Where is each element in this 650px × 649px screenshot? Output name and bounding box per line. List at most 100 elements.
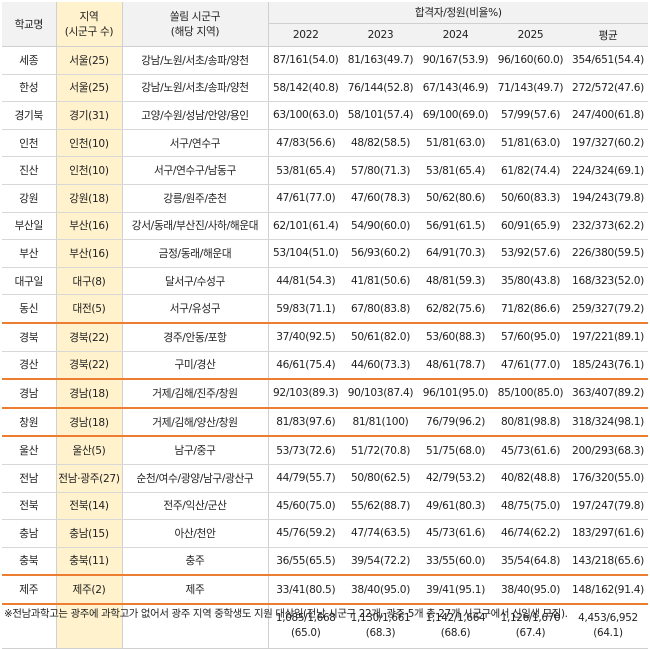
school-cell: 한성: [2, 74, 56, 103]
year-value-cell: 60/91(65.9): [493, 212, 568, 241]
year-value-cell: 48/61(78.7): [418, 351, 493, 381]
region-cell: 경남(18): [55, 407, 122, 438]
year-value-cell: 76/144(52.8): [343, 74, 418, 103]
year-value-cell: 71/82(86.6): [493, 294, 568, 324]
year-value-cell: 38/40(95.0): [343, 575, 418, 605]
school-cell: 부산: [2, 239, 56, 268]
table-row: 울산 울산(5) 남구/중구 53/73(72.6) 51/72(70.8) 51/75(…: [2, 436, 649, 465]
year-value-cell: 90/167(53.9): [418, 46, 493, 75]
year-value-cell: 69/100(69.0): [418, 101, 493, 130]
year-value-cell: 39/41(95.1): [418, 575, 493, 605]
table-row: 동신 대전(5) 서구/유성구 59/83(71.1) 67/80(83.8) 62/82…: [2, 294, 649, 324]
year-value-cell: 76/79(96.2): [418, 407, 493, 438]
header-average: 평균: [568, 23, 649, 47]
year-value-cell: 47/83(56.6): [267, 129, 343, 158]
year-value-cell: 58/142(40.8): [267, 74, 343, 103]
year-value-cell: 37/40(92.5): [267, 322, 343, 352]
year-value-cell: 58/101(57.4): [343, 101, 418, 130]
year-value-cell: 61/82(74.4): [493, 156, 568, 185]
school-cell: 경북: [2, 322, 56, 352]
year-value-cell: 53/81(65.4): [267, 156, 343, 185]
table-row: 충남 충남(15) 아산/천안 45/76(59.2) 47/74(63.5) 45/73…: [2, 519, 649, 548]
average-cell: 185/243(76.1): [568, 351, 649, 381]
year-value-cell: 51/75(68.0): [418, 436, 493, 465]
year-value-cell: 64/91(70.3): [418, 239, 493, 268]
year-value-cell: 47/61(77.0): [493, 351, 568, 381]
table-row: 강원 강원(18) 강릉/원주/춘천 47/61(77.0) 47/60(78.3) 50…: [2, 184, 649, 213]
footnote: ※전남과학고는 광주에 과학고가 없어서 광주 지역 중학생도 지원 대상임(전…: [4, 608, 568, 620]
table-row: 창원 경남(18) 거제/김해/양산/창원 81/83(97.6) 81/81(100)…: [2, 407, 649, 438]
average-cell: 318/324(98.1): [568, 407, 649, 438]
average-cell: 197/247(79.8): [568, 492, 649, 521]
year-value-cell: 62/82(75.6): [418, 294, 493, 324]
coverage-cell: 서구/연수구/남동구: [121, 156, 268, 185]
year-value-cell: 47/74(63.5): [343, 519, 418, 548]
header-school: 학교명: [2, 2, 56, 47]
year-value-cell: 62/101(61.4): [267, 212, 343, 241]
coverage-cell: 제주: [121, 575, 268, 605]
table-row: 부산일 부산(16) 강서/동래/부산진/사하/해운대 62/101(61.4) 54/…: [2, 212, 649, 241]
average-cell: 272/572(47.6): [568, 74, 649, 103]
school-cell: 경남: [2, 379, 56, 409]
year-value-cell: 92/103(89.3): [267, 379, 343, 409]
average-cell: 176/320(55.0): [568, 464, 649, 493]
year-value-cell: 50/62(80.6): [418, 184, 493, 213]
year-value-cell: 50/61(82.0): [343, 322, 418, 352]
school-cell: 강원: [2, 184, 56, 213]
year-value-cell: 71/143(49.7): [493, 74, 568, 103]
year-value-cell: 80/81(98.8): [493, 407, 568, 438]
region-cell: 경북(22): [55, 351, 122, 381]
coverage-cell: 거제/김해/양산/창원: [121, 407, 268, 438]
school-cell: 진산: [2, 156, 56, 185]
region-cell: 부산(16): [55, 212, 122, 241]
year-value-cell: 51/81(63.0): [493, 129, 568, 158]
header-year: 2023: [343, 23, 418, 47]
table-row: 경북 경북(22) 경주/안동/포항 37/40(92.5) 50/61(82.0) 53…: [2, 322, 649, 352]
table-header: 학교명 지역 (시군구 수) 쏠림 시군구 (해당 지역) 합격자/정원(비율%) …: [2, 2, 649, 47]
school-cell: 제주: [2, 575, 56, 605]
average-cell: 168/323(52.0): [568, 267, 649, 296]
coverage-cell: 경주/안동/포항: [121, 322, 268, 352]
region-cell: 울산(5): [55, 436, 122, 465]
year-value-cell: 81/83(97.6): [267, 407, 343, 438]
region-cell: 제주(2): [55, 575, 122, 605]
year-value-cell: 85/100(85.0): [493, 379, 568, 409]
region-cell: 전북(14): [55, 492, 122, 521]
table-row: 경산 경북(22) 구미/경산 46/61(75.4) 44/60(73.3) 48/61…: [2, 351, 649, 381]
average-cell: 232/373(62.2): [568, 212, 649, 241]
table-row: 인천 인천(10) 서구/연수구 47/83(56.6) 48/82(58.5) 51/8…: [2, 129, 649, 158]
coverage-cell: 서구/연수구: [121, 129, 268, 158]
header-coverage: 쏠림 시군구 (해당 지역): [121, 2, 268, 47]
school-cell: 충남: [2, 519, 56, 548]
year-value-cell: 50/60(83.3): [493, 184, 568, 213]
header-group: 합격자/정원(비율%): [267, 2, 649, 24]
average-cell: 197/327(60.2): [568, 129, 649, 158]
year-value-cell: 67/143(46.9): [418, 74, 493, 103]
year-value-cell: 50/80(62.5): [343, 464, 418, 493]
year-value-cell: 54/90(60.0): [343, 212, 418, 241]
year-value-cell: 33/41(80.5): [267, 575, 343, 605]
region-cell: 경기(31): [55, 101, 122, 130]
coverage-cell: 서구/유성구: [121, 294, 268, 324]
average-cell: 259/327(79.2): [568, 294, 649, 324]
year-value-cell: 45/73(61.6): [418, 519, 493, 548]
year-value-cell: 51/81(63.0): [418, 129, 493, 158]
average-cell: 194/243(79.8): [568, 184, 649, 213]
coverage-cell: 순천/여수/광양/남구/광산구: [121, 464, 268, 493]
header-year: 2025: [493, 23, 568, 47]
coverage-cell: 금정/동래/해운대: [121, 239, 268, 268]
school-cell: 충북: [2, 547, 56, 577]
year-value-cell: 49/61(80.3): [418, 492, 493, 521]
header-year: 2024: [418, 23, 493, 47]
year-value-cell: 56/93(60.2): [343, 239, 418, 268]
year-value-cell: 44/81(54.3): [267, 267, 343, 296]
average-cell: 226/380(59.5): [568, 239, 649, 268]
school-cell: 경기북: [2, 101, 56, 130]
average-cell: 354/651(54.4): [568, 46, 649, 75]
table-row: 진산 인천(10) 서구/연수구/남동구 53/81(65.4) 57/80(71.3)…: [2, 156, 649, 185]
year-value-cell: 53/81(65.4): [418, 156, 493, 185]
school-cell: 경산: [2, 351, 56, 381]
coverage-cell: 충주: [121, 547, 268, 577]
region-cell: 대전(5): [55, 294, 122, 324]
